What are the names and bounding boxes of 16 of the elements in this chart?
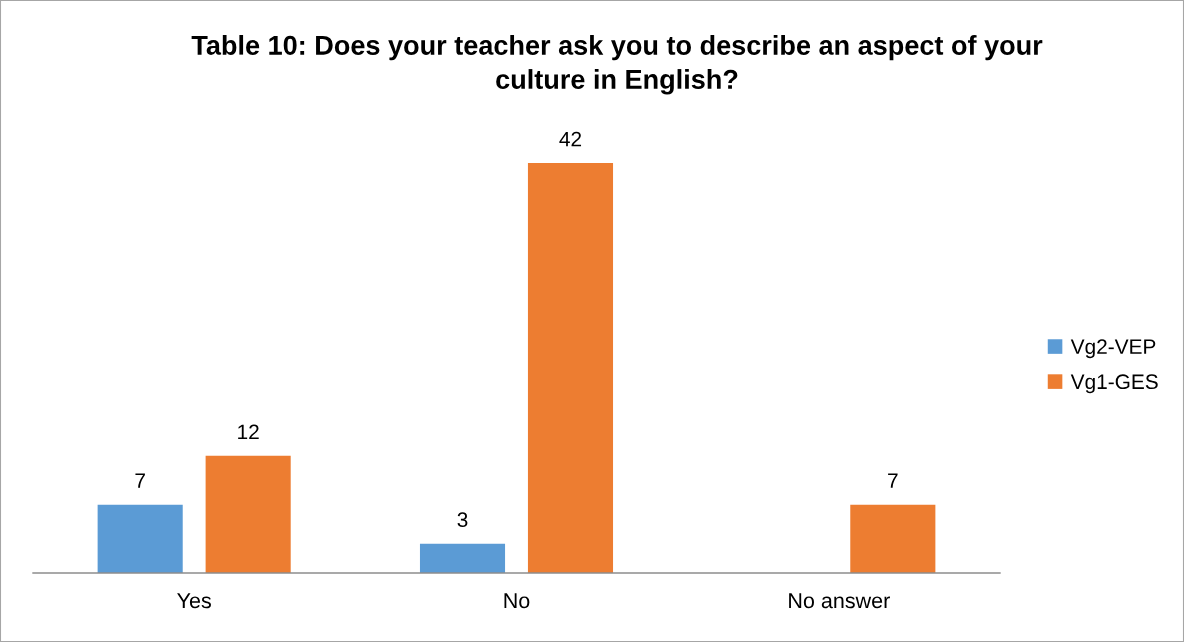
x-tick-label: No answer [789, 593, 890, 609]
bar [97, 504, 183, 573]
data-label: 42 [559, 131, 582, 147]
data-label: 12 [238, 424, 259, 440]
x-tick-label: Yes [177, 593, 211, 609]
bar [850, 504, 936, 573]
bar [527, 163, 614, 573]
data-label: 7 [135, 473, 145, 488]
data-label: 3 [457, 512, 468, 528]
x-tick-label: No [504, 593, 530, 609]
bar [419, 543, 506, 573]
legend-label: Vg1-GES [1070, 374, 1158, 394]
bar [205, 455, 291, 573]
chart-title: Table 10: Does your teacher ask you to describe an aspect of your culture in English? [191, 35, 1043, 95]
legend-label: Vg2-VEP [1070, 339, 1156, 359]
data-label: 7 [888, 473, 898, 488]
